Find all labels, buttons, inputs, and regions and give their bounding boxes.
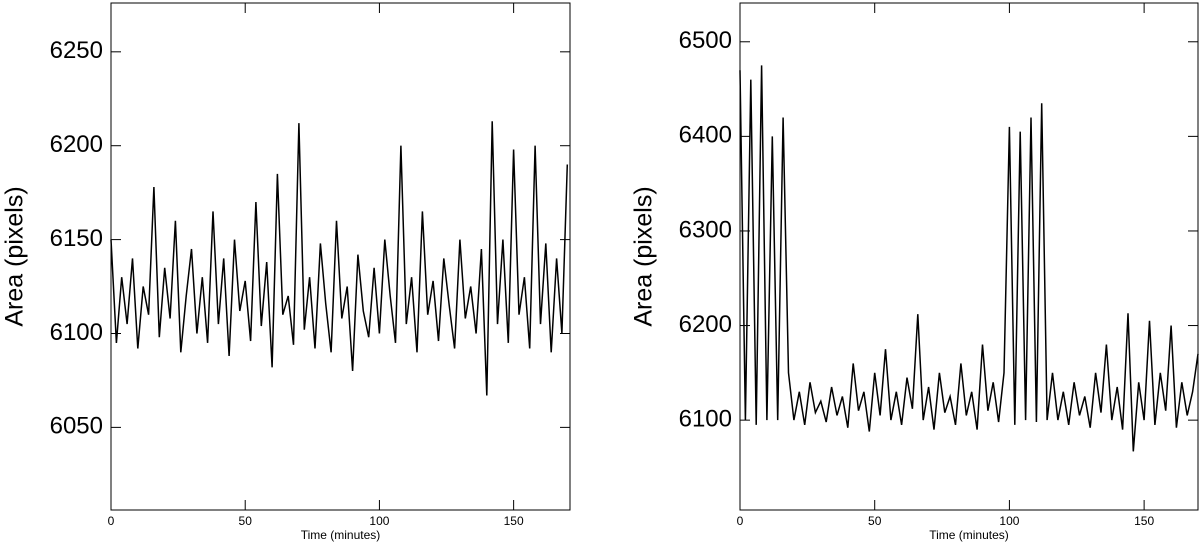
x-tick-label: 50 <box>239 514 253 528</box>
y-tick-label: 6200 <box>679 311 732 338</box>
y-tick-label: 6300 <box>679 216 732 243</box>
data-line <box>739 65 1199 452</box>
x-tick-label: 150 <box>504 514 524 528</box>
x-tick-label: 0 <box>737 514 744 528</box>
x-axis-label: Time (minutes) <box>929 528 1009 542</box>
plot-frame <box>739 2 1199 511</box>
y-tick-label: 6500 <box>679 27 732 54</box>
y-axis-label: Area (pixels) <box>630 186 658 326</box>
y-tick-label: 6200 <box>50 131 103 158</box>
x-tick-label: 100 <box>999 514 1019 528</box>
x-tick-label: 100 <box>369 514 389 528</box>
x-tick-label: 0 <box>108 514 115 528</box>
y-tick-label: 6400 <box>679 122 732 149</box>
data-line <box>110 121 569 396</box>
x-tick-label: 150 <box>1134 514 1154 528</box>
y-tick-label: 6100 <box>679 405 732 432</box>
y-tick-label: 6100 <box>50 319 103 346</box>
y-tick-label: 6250 <box>50 37 103 64</box>
x-axis-label: Time (minutes) <box>301 528 381 542</box>
y-tick-label: 6050 <box>50 413 103 440</box>
y-tick-label: 6150 <box>50 225 103 252</box>
plot-frame <box>110 2 571 511</box>
y-axis-label: Area (pixels) <box>1 186 29 326</box>
x-tick-label: 50 <box>868 514 882 528</box>
